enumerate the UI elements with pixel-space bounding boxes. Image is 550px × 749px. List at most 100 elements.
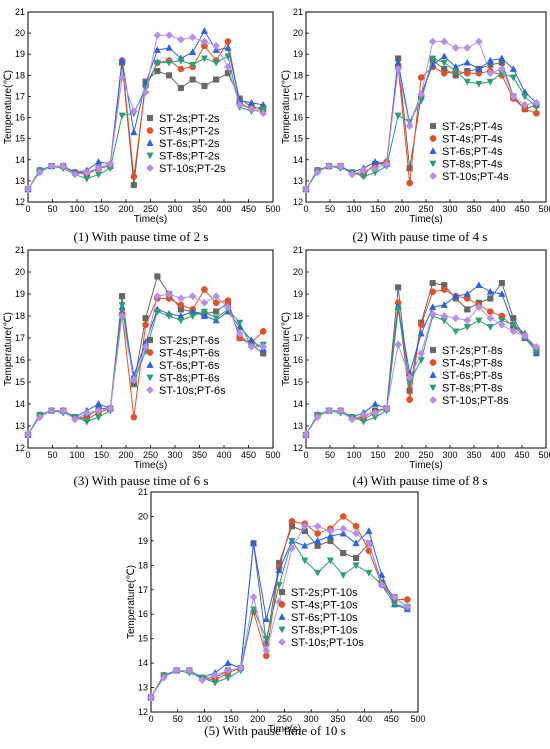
legend-label: ST-4s;PT-8s [442,358,503,370]
legend-marker [429,396,437,404]
data-point [429,303,437,311]
x-tick-label: 100 [197,714,212,724]
x-tick-label: 400 [216,204,231,214]
legend-marker [146,361,154,368]
data-point [201,286,208,293]
data-point [142,315,149,322]
legend: ST-2s;PT-10sST-4s;PT-10sST-6s;PT-10sST-8… [278,587,364,649]
data-point [212,315,220,323]
data-point [189,76,196,83]
data-point [83,175,91,183]
data-point [212,59,220,67]
y-axis-label: Temperature(℃) [3,70,14,144]
y-tick-label: 21 [293,245,303,255]
data-point [83,418,91,426]
x-tick-label: 100 [69,450,84,460]
x-tick-label: 50 [47,204,57,214]
legend-label: ST-8s;PT-10s [291,625,358,637]
series-2 [24,38,267,193]
x-tick-label: 150 [370,450,385,460]
data-point [487,295,494,302]
data-point [189,313,197,320]
legend-marker [429,160,437,168]
data-point [417,74,425,81]
data-point [463,290,471,297]
data-point [313,168,322,177]
x-tick-label: 450 [514,450,529,460]
data-point [259,109,268,118]
data-point [464,306,471,313]
x-tick-label: 500 [538,204,550,214]
data-point [359,418,368,426]
data-point [147,693,155,702]
x-tick-label: 200 [118,450,133,460]
data-point [235,100,244,109]
data-point [359,411,368,419]
data-point [474,37,483,46]
y-axis-label: Temperature(℃) [281,70,292,144]
x-tick-label: 50 [325,450,335,460]
data-point [498,54,506,62]
data-point [130,413,138,421]
series-5 [24,31,268,194]
y-tick-label: 21 [138,487,148,497]
data-point [365,569,373,577]
plot-frame [305,11,547,203]
data-point [352,539,360,547]
series-5 [302,37,541,194]
y-tick-label: 13 [15,421,25,431]
x-tick-label: 150 [94,204,109,214]
y-tick-label: 12 [15,443,25,453]
legend: ST-2s;PT-2sST-4s;PT-2sST-6s;PT-2sST-8s;P… [146,113,226,175]
data-point [130,128,138,136]
plot-frame [27,11,274,203]
data-point [313,522,322,531]
data-point [429,55,437,63]
data-point [326,527,335,536]
data-point [475,65,483,72]
data-point [463,78,471,86]
series-5 [24,290,268,439]
data-point [249,593,258,602]
data-point [212,299,220,307]
data-point [336,162,345,171]
data-point [417,357,425,364]
data-point [71,415,79,424]
data-point [325,406,333,415]
data-point [532,98,541,107]
data-point [59,406,68,415]
data-point [353,554,360,562]
y-tick-label: 13 [293,421,303,431]
data-point [451,314,460,323]
data-point [417,321,425,329]
data-point [440,52,448,60]
x-tick-label: 400 [357,714,372,724]
y-tick-label: 15 [138,634,148,644]
x-tick-label: 0 [148,714,153,724]
series-1 [24,59,267,193]
data-point [223,666,232,675]
data-point [275,582,283,589]
data-point [211,679,219,687]
x-tick-label: 100 [69,204,84,214]
data-point [47,162,56,171]
chart-panel-1: 0 50 100 150 200 250 300 350 400 450 500 12 13 14 15 16… [3,7,281,244]
data-point [395,55,402,62]
data-point [188,292,197,301]
data-point [509,92,518,101]
x-tick-label: 250 [143,204,158,214]
legend-label: ST-2s;PT-2s [159,113,220,125]
data-point [118,302,126,309]
x-tick-label: 300 [442,450,457,460]
data-point [326,532,335,539]
data-point [509,65,517,72]
legend-label: ST-6s;PT-8s [442,370,503,382]
legend-marker [429,384,437,392]
data-point [106,404,115,413]
chart-panel-3: 0 50 100 150 200 250 300 350 400 450 500 12 13 14 15 16… [3,245,281,488]
data-point [371,400,379,407]
x-tick-label: 250 [143,450,158,460]
y-tick-label: 16 [15,113,25,123]
legend-marker [146,336,154,344]
x-tick-label: 350 [466,450,481,460]
